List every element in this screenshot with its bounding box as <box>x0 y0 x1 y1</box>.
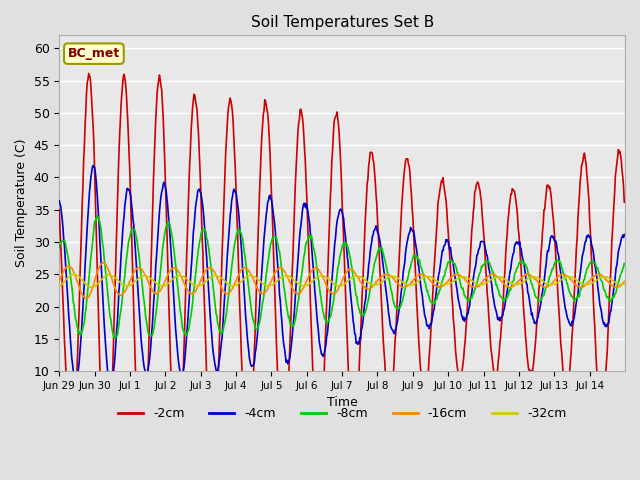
-16cm <box>276 265 284 271</box>
Title: Soil Temperatures Set B: Soil Temperatures Set B <box>250 15 434 30</box>
-32cm <box>124 283 131 289</box>
-16cm <box>402 284 410 289</box>
-16cm <box>83 296 90 301</box>
-8cm <box>124 252 131 257</box>
-16cm <box>227 288 235 293</box>
-32cm <box>88 285 95 290</box>
-16cm <box>100 260 108 265</box>
Line: -8cm: -8cm <box>60 216 624 338</box>
-2cm <box>255 206 263 212</box>
-4cm <box>620 232 628 238</box>
-4cm <box>56 198 63 204</box>
Text: BC_met: BC_met <box>68 47 120 60</box>
-16cm <box>255 288 263 294</box>
-8cm <box>276 255 284 261</box>
-2cm <box>402 158 410 164</box>
-8cm <box>227 271 235 276</box>
Line: -16cm: -16cm <box>60 263 624 299</box>
-16cm <box>56 278 63 284</box>
-2cm <box>124 103 131 109</box>
-16cm <box>433 284 441 290</box>
Line: -2cm: -2cm <box>60 73 624 480</box>
-4cm <box>124 186 131 192</box>
-32cm <box>71 271 79 277</box>
Line: -32cm: -32cm <box>60 274 624 288</box>
Line: -4cm: -4cm <box>60 166 624 386</box>
-2cm <box>620 199 628 205</box>
-4cm <box>402 250 410 256</box>
-8cm <box>433 295 441 301</box>
-32cm <box>227 283 235 288</box>
-32cm <box>433 278 441 284</box>
-8cm <box>620 261 628 266</box>
-16cm <box>124 284 131 290</box>
-4cm <box>276 298 284 303</box>
X-axis label: Time: Time <box>327 396 358 409</box>
-4cm <box>106 384 114 389</box>
-4cm <box>433 282 441 288</box>
-32cm <box>620 281 628 287</box>
Y-axis label: Soil Temperature (C): Soil Temperature (C) <box>15 139 28 267</box>
-2cm <box>56 207 63 213</box>
-2cm <box>433 217 441 223</box>
-8cm <box>56 245 63 251</box>
-2cm <box>85 71 93 76</box>
-4cm <box>255 312 263 318</box>
-8cm <box>111 335 119 341</box>
-32cm <box>276 275 284 281</box>
-8cm <box>255 322 263 328</box>
-32cm <box>56 284 63 289</box>
-32cm <box>402 281 410 287</box>
-2cm <box>276 431 284 437</box>
-8cm <box>402 284 410 289</box>
-4cm <box>227 207 235 213</box>
-32cm <box>255 277 263 283</box>
Legend: -2cm, -4cm, -8cm, -16cm, -32cm: -2cm, -4cm, -8cm, -16cm, -32cm <box>113 402 572 425</box>
-16cm <box>620 279 628 285</box>
-8cm <box>93 214 101 219</box>
-2cm <box>227 98 235 104</box>
-4cm <box>90 163 97 168</box>
